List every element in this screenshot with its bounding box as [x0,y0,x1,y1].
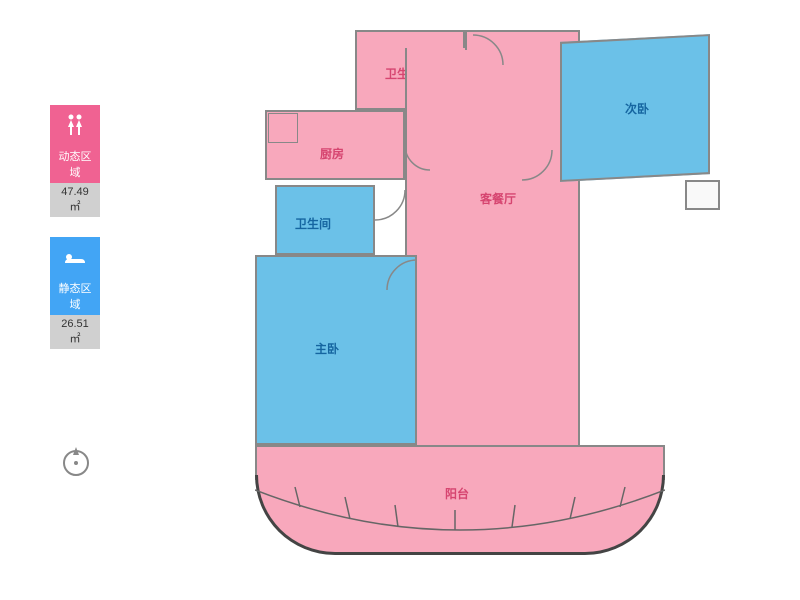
room-kitchen-detail [268,113,298,143]
sleep-icon [50,237,100,277]
legend-static: 静态区域 26.51㎡ [50,237,100,349]
label-living: 客餐厅 [480,190,516,207]
label-masterbed: 主卧 [315,340,339,357]
legend-static-value: 26.51㎡ [50,315,100,349]
balcony-railing [255,475,665,560]
extra-box [685,180,720,210]
room-living [405,48,580,448]
legend-dynamic-label: 动态区域 [50,145,100,183]
label-kitchen: 厨房 [320,145,344,162]
label-secondbed: 次卧 [625,100,649,117]
compass-icon [60,445,92,477]
legend-dynamic-value: 47.49㎡ [50,183,100,217]
legend-panel: 动态区域 47.49㎡ 静态区域 26.51㎡ [50,105,100,369]
label-bathroom2: 卫生间 [295,215,331,232]
people-icon [50,105,100,145]
legend-dynamic: 动态区域 47.49㎡ [50,105,100,217]
floorplan: 卫生间 客餐厅 厨房 次卧 卫生间 主卧 阳台 [250,20,720,580]
legend-static-label: 静态区域 [50,277,100,315]
